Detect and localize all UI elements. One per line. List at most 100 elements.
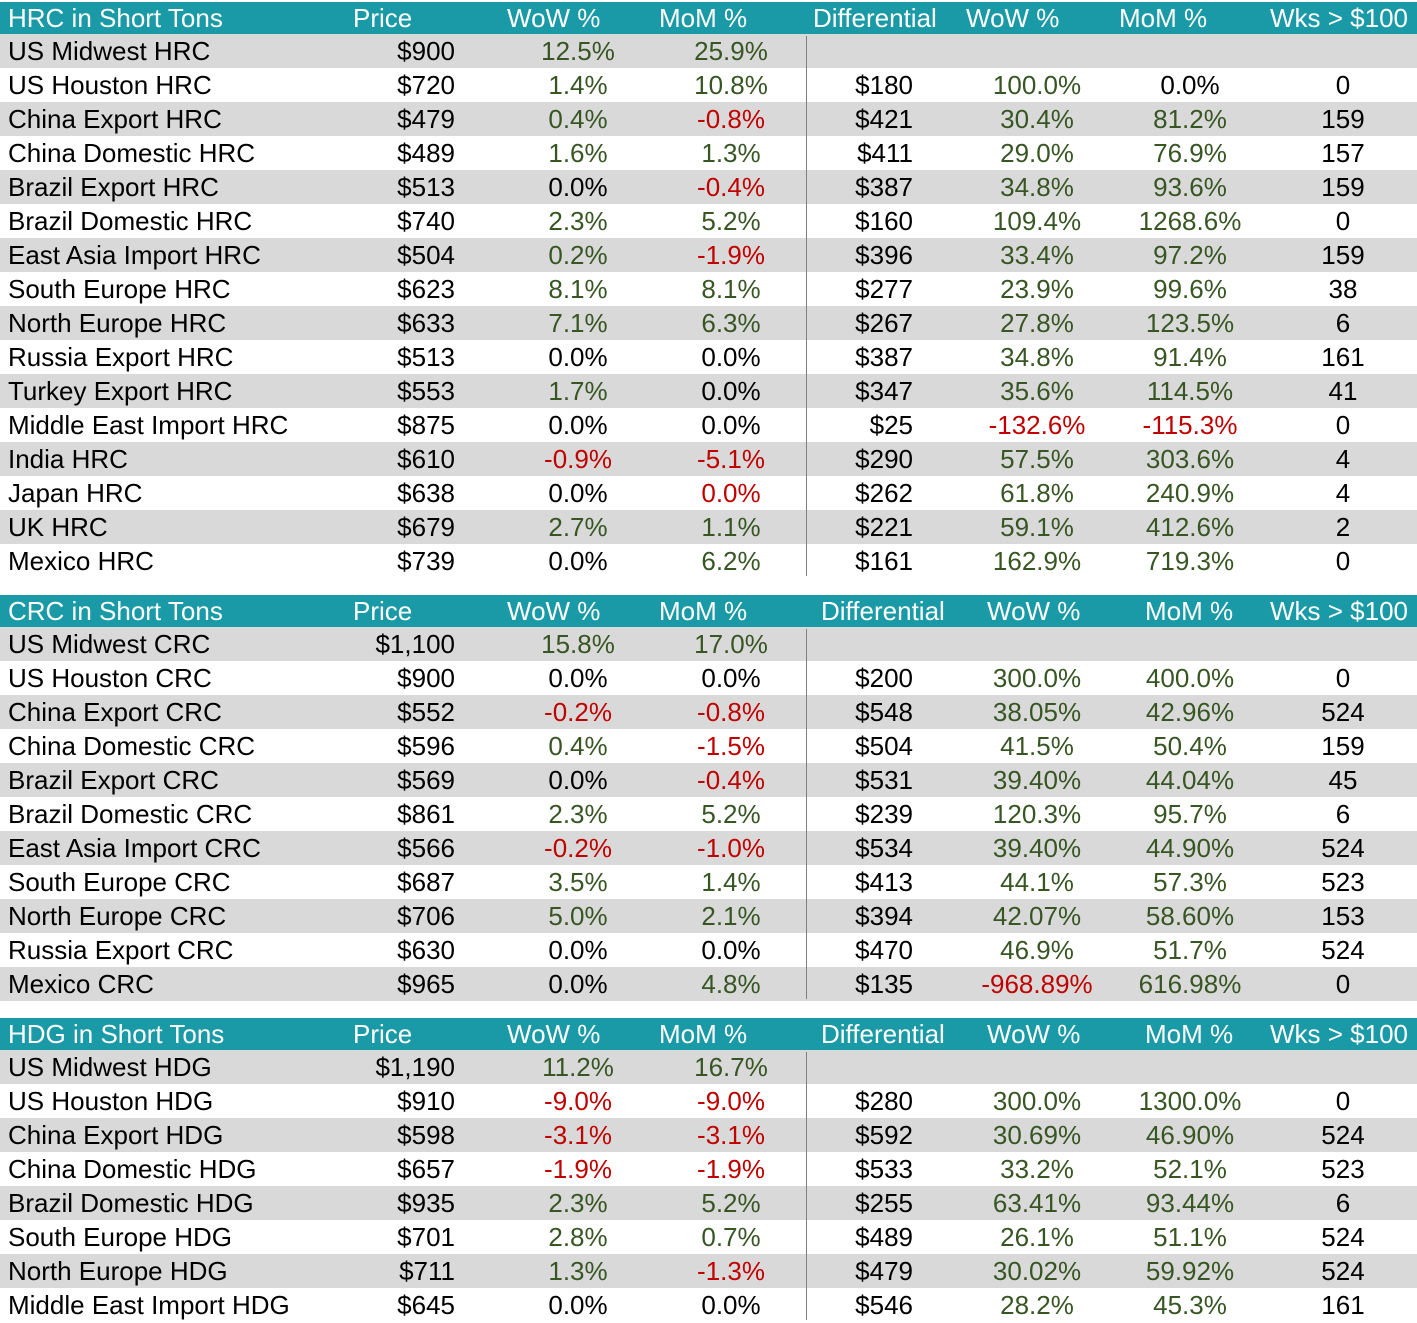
cell-weeks-above-100: 159 xyxy=(1321,104,1365,134)
cell-differential: $548 xyxy=(855,697,913,727)
cell-differential: $489 xyxy=(855,1222,913,1252)
cell-diff-mom-change: 91.4% xyxy=(1153,342,1227,372)
cell-price: $861 xyxy=(397,799,455,829)
cell-differential: $546 xyxy=(855,1290,913,1320)
cell-differential: $592 xyxy=(855,1120,913,1150)
cell-mom-change: 5.2% xyxy=(701,1188,761,1218)
cell-diff-mom-change: 0.0% xyxy=(1160,70,1220,100)
cell-wow-change: -0.2% xyxy=(544,697,612,727)
cell-wow-change: -0.9% xyxy=(544,444,612,474)
cell-region-name: East Asia Import HRC xyxy=(8,240,261,270)
cell-price: $479 xyxy=(397,104,455,134)
cell-diff-mom-change: 58.60% xyxy=(1145,901,1235,931)
cell-diff-mom-change: 42.96% xyxy=(1145,697,1235,727)
table-row: US Midwest HRC $900 12.5% 25.9% xyxy=(0,34,1417,68)
column-divider xyxy=(806,36,807,576)
cell-price: $504 xyxy=(397,240,455,270)
cell-diff-mom-change: -115.3% xyxy=(1142,410,1238,440)
cell-diff-mom-change: 51.7% xyxy=(1153,935,1227,965)
cell-diff-mom-change: 59.92% xyxy=(1145,1256,1235,1286)
header-wow-change: WoW % xyxy=(507,1019,601,1049)
cell-diff-wow-change: 27.8% xyxy=(1000,308,1074,338)
cell-differential: $396 xyxy=(855,240,913,270)
table-section: HDG in Short Tons Price WoW % MoM % Differen… xyxy=(0,1018,1417,1322)
cell-diff-mom-change: 76.9% xyxy=(1153,138,1227,168)
header-wow-change: WoW % xyxy=(507,596,601,626)
cell-diff-wow-change: 26.1% xyxy=(1000,1222,1074,1252)
cell-price: $553 xyxy=(397,376,455,406)
cell-weeks-above-100: 38 xyxy=(1328,274,1358,304)
cell-diff-wow-change: 41.5% xyxy=(1000,731,1074,761)
cell-mom-change: -0.4% xyxy=(697,172,765,202)
header-diff-mom-change: MoM % xyxy=(1119,3,1208,33)
cell-wow-change: -3.1% xyxy=(544,1120,612,1150)
cell-weeks-above-100: 161 xyxy=(1321,1290,1365,1320)
header-mom-change: MoM % xyxy=(659,596,748,626)
cell-diff-wow-change: 30.4% xyxy=(1000,104,1074,134)
cell-wow-change: -1.9% xyxy=(544,1154,612,1184)
header-mom-change: MoM % xyxy=(659,3,748,33)
cell-price: $566 xyxy=(397,833,455,863)
table-row: China Domestic HRC $489 1.6% 1.3% $411 29.0% 7… xyxy=(0,136,1417,170)
cell-weeks-above-100: 41 xyxy=(1328,376,1358,406)
cell-weeks-above-100: 524 xyxy=(1321,1120,1365,1150)
cell-weeks-above-100: 524 xyxy=(1321,935,1365,965)
cell-weeks-above-100: 0 xyxy=(1335,410,1351,440)
cell-region-name: US Midwest HDG xyxy=(8,1052,212,1082)
cell-weeks-above-100: 0 xyxy=(1335,1086,1351,1116)
cell-differential: $200 xyxy=(855,663,913,693)
cell-diff-mom-change: 57.3% xyxy=(1153,867,1227,897)
header-weeks-above-100: Wks > $100 xyxy=(1270,3,1409,33)
cell-price: $965 xyxy=(397,969,455,999)
cell-differential: $280 xyxy=(855,1086,913,1116)
cell-wow-change: 0.0% xyxy=(548,546,608,576)
cell-price: $740 xyxy=(397,206,455,236)
cell-wow-change: 1.3% xyxy=(548,1256,608,1286)
cell-region-name: US Houston CRC xyxy=(8,663,212,693)
cell-diff-mom-change: 93.6% xyxy=(1153,172,1227,202)
cell-weeks-above-100: 161 xyxy=(1321,342,1365,372)
cell-weeks-above-100: 0 xyxy=(1335,70,1351,100)
cell-differential: $221 xyxy=(855,512,913,542)
table-header: HDG in Short Tons Price WoW % MoM % Differen… xyxy=(0,1018,1417,1050)
header-region-name: HRC in Short Tons xyxy=(8,3,223,33)
cell-weeks-above-100: 157 xyxy=(1321,138,1365,168)
cell-diff-wow-change: 109.4% xyxy=(992,206,1082,236)
table-row: North Europe HRC $633 7.1% 6.3% $267 27.8% 123… xyxy=(0,306,1417,340)
cell-wow-change: 0.4% xyxy=(548,731,608,761)
cell-differential: $413 xyxy=(855,867,913,897)
cell-weeks-above-100: 159 xyxy=(1321,172,1365,202)
cell-differential: $135 xyxy=(855,969,913,999)
cell-weeks-above-100: 0 xyxy=(1335,546,1351,576)
cell-differential: $504 xyxy=(855,731,913,761)
cell-wow-change: 2.3% xyxy=(548,799,608,829)
table-row: East Asia Import HRC $504 0.2% -1.9% $396 33.… xyxy=(0,238,1417,272)
cell-mom-change: -1.5% xyxy=(697,731,765,761)
cell-weeks-above-100: 524 xyxy=(1321,697,1365,727)
cell-weeks-above-100: 524 xyxy=(1321,1222,1365,1252)
cell-wow-change: 2.8% xyxy=(548,1222,608,1252)
cell-price: $623 xyxy=(397,274,455,304)
cell-diff-mom-change: 44.04% xyxy=(1145,765,1235,795)
table-row: East Asia Import CRC $566 -0.2% -1.0% $534 39… xyxy=(0,831,1417,865)
cell-diff-mom-change: 303.6% xyxy=(1145,444,1235,474)
cell-diff-wow-change: 33.4% xyxy=(1000,240,1074,270)
cell-diff-mom-change: 99.6% xyxy=(1153,274,1227,304)
table-row: China Export HDG $598 -3.1% -3.1% $592 30.69%… xyxy=(0,1118,1417,1152)
cell-diff-mom-change: 44.90% xyxy=(1145,833,1235,863)
cell-region-name: Brazil Export CRC xyxy=(8,765,219,795)
cell-weeks-above-100: 524 xyxy=(1321,1256,1365,1286)
cell-mom-change: 6.3% xyxy=(701,308,761,338)
cell-weeks-above-100: 523 xyxy=(1321,1154,1365,1184)
cell-wow-change: 0.0% xyxy=(548,935,608,965)
cell-diff-wow-change: 30.02% xyxy=(992,1256,1082,1286)
cell-mom-change: -1.9% xyxy=(697,1154,765,1184)
cell-region-name: North Europe HDG xyxy=(8,1256,228,1286)
cell-mom-change: 0.0% xyxy=(701,663,761,693)
cell-differential: $394 xyxy=(855,901,913,931)
cell-weeks-above-100: 159 xyxy=(1321,240,1365,270)
cell-diff-mom-change: 1268.6% xyxy=(1138,206,1242,236)
cell-mom-change: -1.3% xyxy=(697,1256,765,1286)
cell-wow-change: 0.0% xyxy=(548,663,608,693)
cell-region-name: Brazil Export HRC xyxy=(8,172,219,202)
